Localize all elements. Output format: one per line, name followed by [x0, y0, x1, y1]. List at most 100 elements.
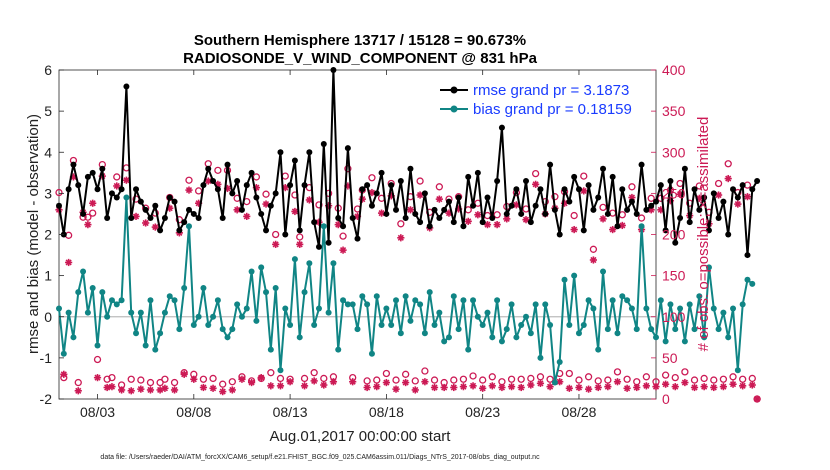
obs-assimilated-point	[199, 383, 208, 392]
bias-point	[585, 297, 592, 304]
bias-point	[609, 297, 616, 304]
rmse-point	[686, 219, 693, 226]
obs-possible-point	[681, 368, 689, 376]
obs-assimilated-point	[382, 378, 390, 387]
rmse-point	[739, 182, 746, 189]
obs-assimilated-point	[329, 378, 338, 386]
rmse-series	[56, 67, 761, 259]
obs-assimilated-point	[93, 374, 102, 382]
x-tick-label: 08/13	[273, 404, 308, 420]
rmse-point	[412, 210, 419, 217]
rmse-point	[373, 190, 380, 197]
bias-point	[725, 334, 732, 341]
rmse-point	[503, 210, 510, 217]
rmse-point	[99, 165, 106, 172]
rmse-point	[161, 215, 168, 222]
bias-point	[373, 293, 380, 300]
obs-possible-point	[339, 232, 347, 240]
bias-point	[243, 305, 250, 312]
bias-point	[542, 301, 549, 308]
bias-point	[306, 260, 313, 267]
rmse-point	[604, 210, 611, 217]
bias-point	[474, 313, 481, 320]
rmse-point	[537, 186, 544, 193]
bias-point	[378, 321, 385, 328]
rmse-point	[532, 202, 539, 209]
rmse-point	[614, 223, 621, 230]
bias-point	[450, 293, 457, 300]
obs-assimilated-point	[748, 381, 756, 389]
bias-point	[734, 367, 741, 374]
rmse-point	[75, 182, 82, 189]
obs-possible-point	[647, 194, 655, 202]
obs-assimilated-point	[363, 383, 371, 392]
rmse-point	[171, 198, 178, 205]
rmse-point	[104, 215, 111, 222]
bias-point	[118, 297, 125, 304]
obs-assimilated-point	[493, 221, 501, 229]
rmse-point	[561, 186, 568, 193]
bias-point	[142, 342, 149, 349]
rmse-point	[325, 239, 332, 246]
bias-point	[248, 268, 255, 275]
obs-possible-point	[575, 376, 583, 384]
bias-point	[263, 289, 270, 296]
obs-assimilated-point	[570, 225, 578, 234]
y2-tick-label: 300	[662, 144, 686, 160]
bias-point	[561, 276, 568, 283]
obs-assimilated-point	[65, 258, 73, 267]
bias-point	[628, 305, 635, 312]
obs-possible-point	[570, 211, 578, 220]
bias-point	[455, 326, 462, 333]
rmse-point	[575, 186, 582, 193]
rmse-point	[542, 210, 549, 217]
footnote: data file: /Users/raeder/DAI/ATM_forcXX/…	[100, 454, 540, 461]
rmse-point	[547, 161, 554, 168]
rmse-point	[681, 165, 688, 172]
bias-point	[253, 317, 260, 324]
x-axis-ticks: 08/03 08/08 08/13 08/18 08/23 08/28	[80, 70, 597, 420]
obs-assimilated-point	[710, 383, 718, 392]
y2-tick-label: 50	[662, 350, 678, 366]
rmse-point	[494, 178, 501, 185]
bias-point	[133, 330, 140, 337]
obs-assimilated-point	[267, 382, 275, 390]
obs-assimilated-point	[623, 384, 631, 392]
rmse-point	[368, 202, 375, 209]
rmse-point	[643, 206, 650, 213]
rmse-point	[566, 198, 573, 205]
bias-point	[696, 293, 703, 300]
rmse-point	[523, 178, 530, 185]
legend-bias-marker	[450, 105, 458, 113]
rmse-point	[633, 210, 640, 217]
bias-point	[157, 330, 164, 337]
obs-possible-point	[392, 376, 400, 384]
y-axis-label: rmse and bias (model - observation)	[25, 114, 42, 354]
obs-possible-point	[296, 233, 304, 241]
bias-point	[296, 334, 303, 341]
obs-assimilated-point	[536, 379, 545, 387]
y2-tick-label: 0	[662, 391, 670, 407]
obs-possible-point	[714, 179, 723, 188]
obs-assimilated-point	[247, 378, 256, 387]
obs-assimilated-point	[488, 382, 496, 390]
rmse-point	[628, 198, 635, 205]
bias-point	[123, 194, 130, 201]
obs-assimilated-point	[291, 207, 299, 216]
bias-point	[75, 289, 82, 296]
rmse-point	[715, 215, 722, 222]
bias-point	[94, 342, 101, 349]
rmse-point	[205, 165, 212, 172]
bias-point	[161, 309, 168, 316]
right-axis-ticks: 0 50 100 150 200 250 300 350 400	[651, 62, 686, 407]
bias-point	[619, 293, 626, 300]
obs-assimilated-point	[228, 386, 236, 394]
bias-point	[705, 264, 712, 271]
obs-assimilated-point	[262, 200, 270, 208]
rmse-point	[474, 169, 481, 176]
obs-assimilated-point	[127, 387, 135, 395]
bias-point	[99, 289, 106, 296]
obs-possible-point	[127, 375, 135, 383]
obs-possible-point	[416, 177, 424, 185]
rmse-point	[277, 149, 284, 156]
